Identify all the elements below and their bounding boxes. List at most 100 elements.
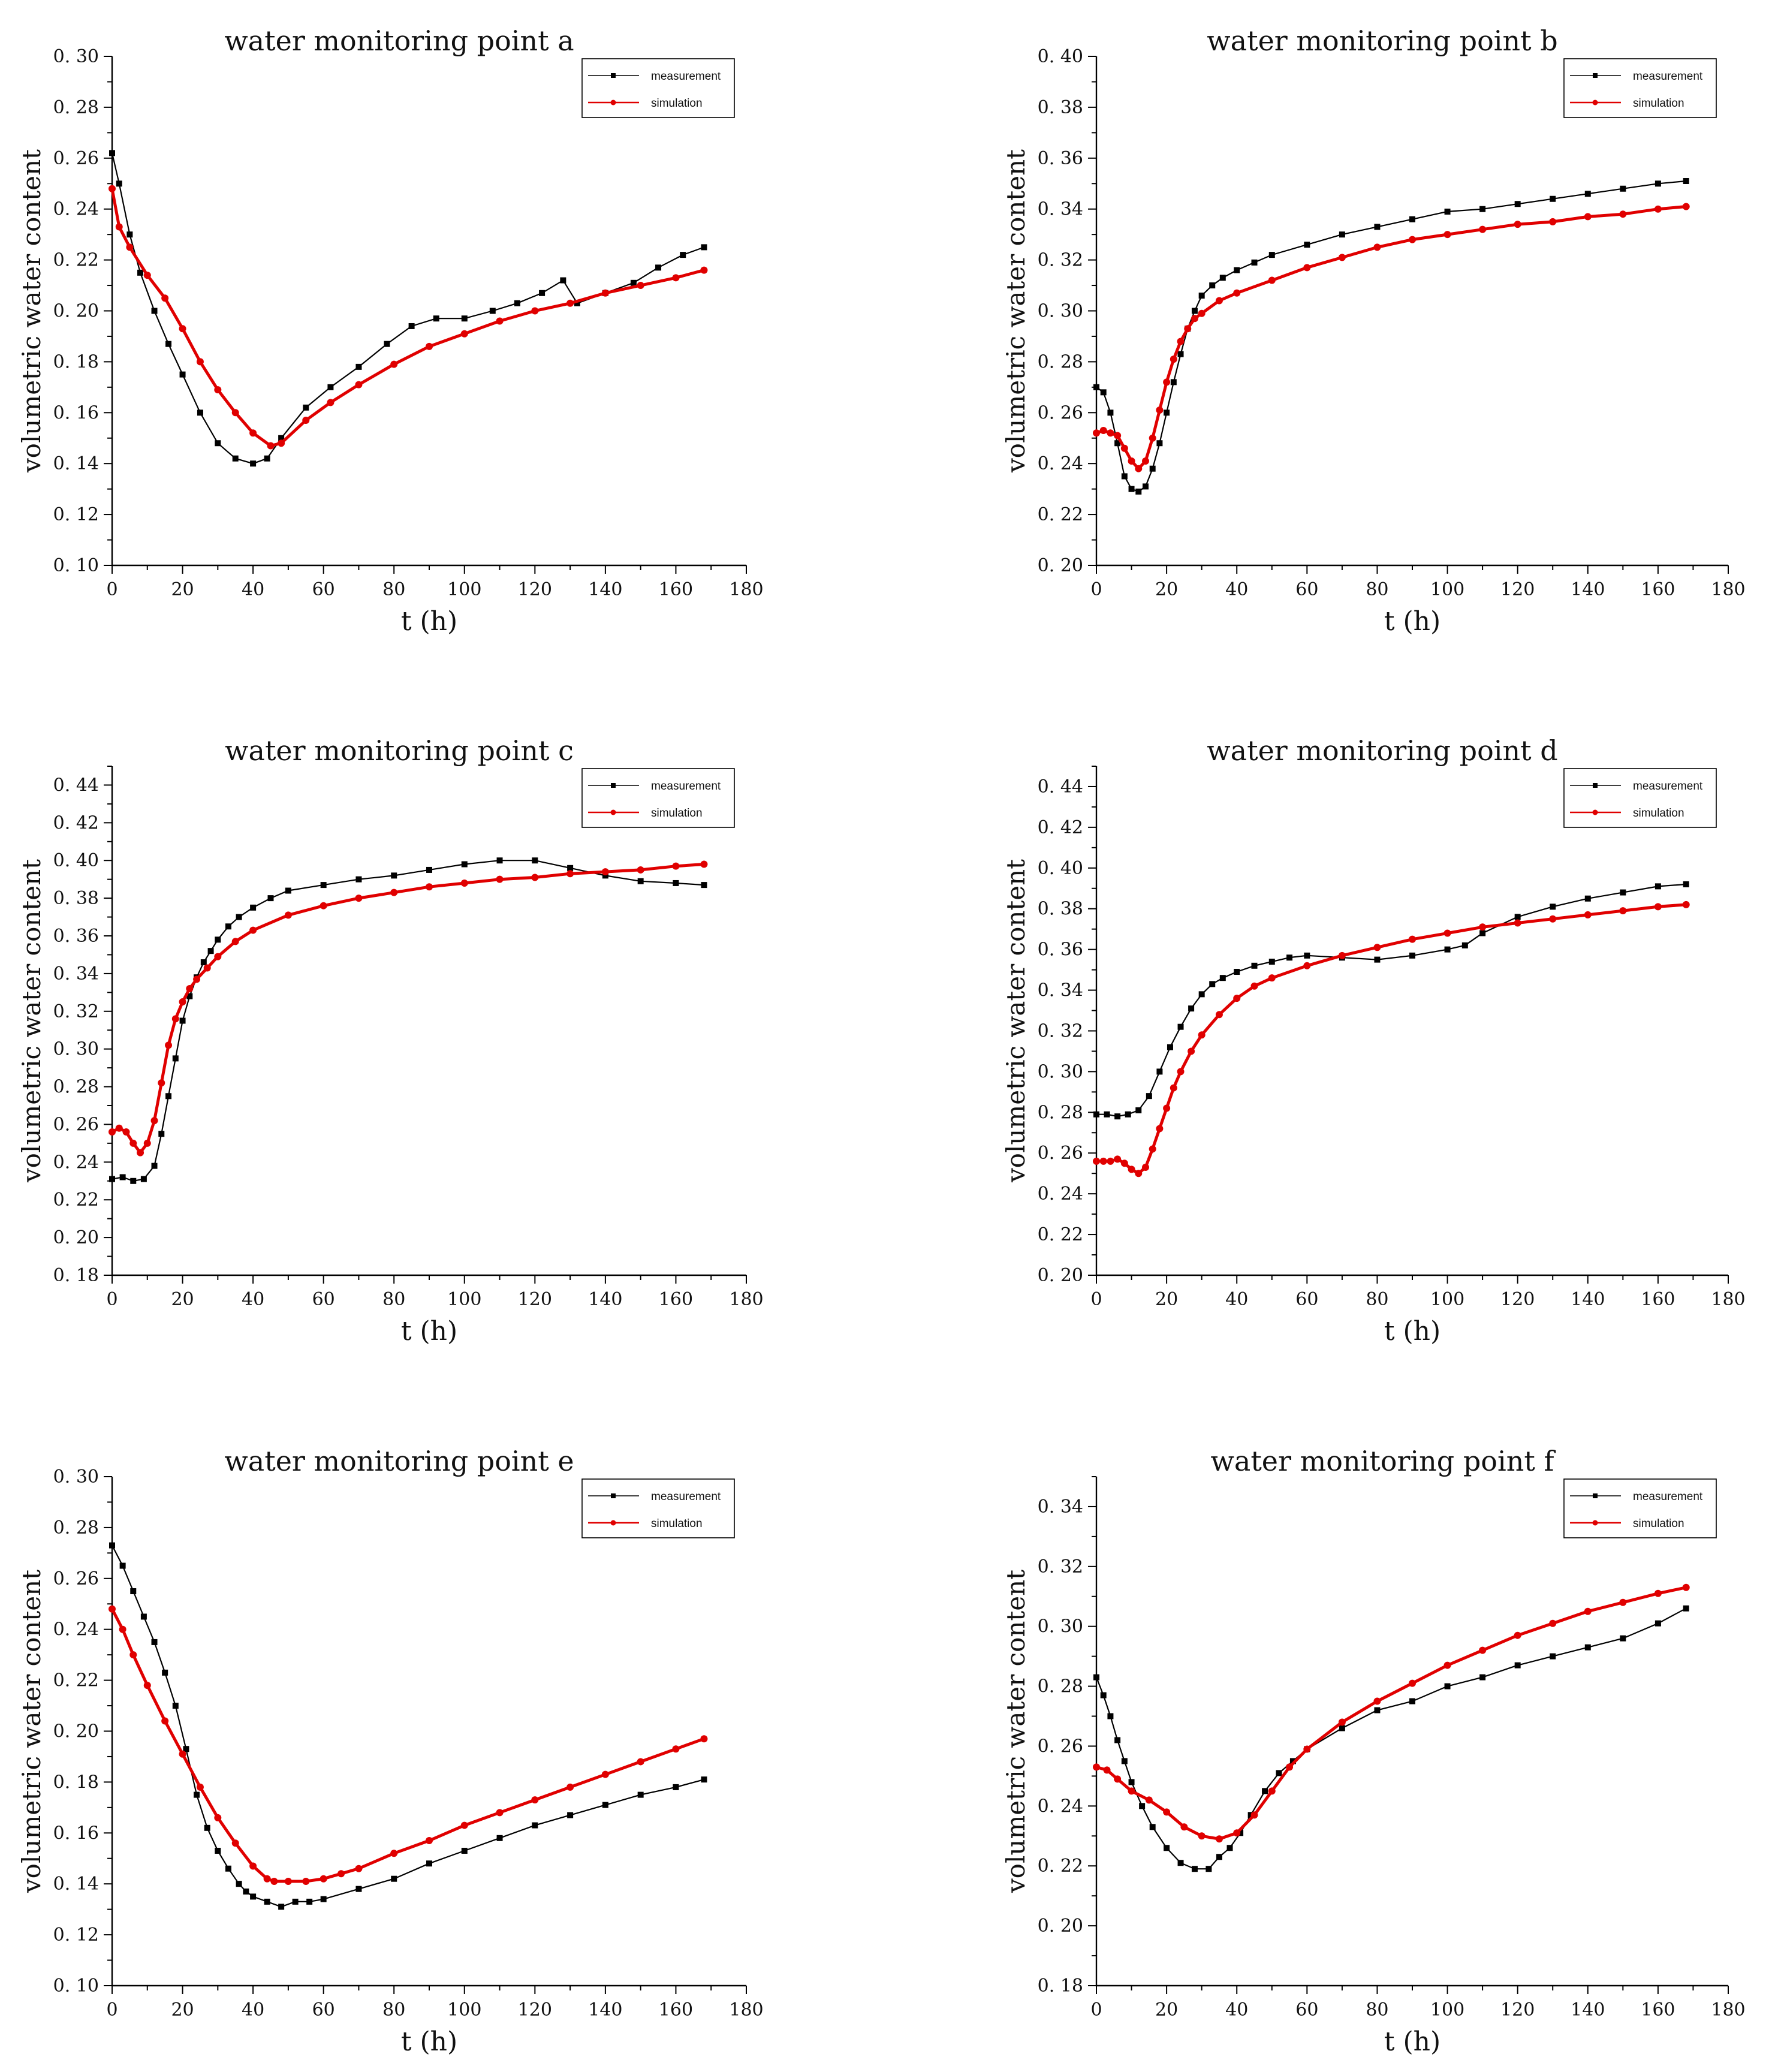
y-tick-label: 0. 30 (1038, 1061, 1083, 1082)
x-axis-label: t (h) (1384, 606, 1440, 637)
x-tick-label: 80 (382, 1999, 405, 2020)
measurement-point (1304, 952, 1310, 959)
chart-title: water monitoring point b (1207, 25, 1557, 57)
simulation-point (196, 358, 204, 366)
x-tick-label: 160 (659, 1289, 693, 1310)
measurement-point (514, 300, 520, 306)
y-tick-label: 0. 40 (53, 850, 99, 871)
simulation-point (1145, 1796, 1153, 1804)
x-axis-label: t (h) (1384, 1316, 1440, 1347)
measurement-point (701, 1776, 707, 1783)
x-tick-label: 60 (312, 579, 335, 600)
simulation-point (1135, 1170, 1143, 1177)
measurement-point (532, 857, 538, 864)
y-axis-label: volumetric water content (1001, 1570, 1030, 1893)
simulation-point (1233, 995, 1241, 1002)
y-tick-label: 0. 24 (1038, 1183, 1083, 1204)
y-tick-label: 0. 28 (1038, 351, 1083, 372)
measurement-point (489, 308, 496, 314)
simulation-point (355, 895, 363, 902)
simulation-point (390, 360, 398, 368)
x-tick-label: 0 (1090, 1289, 1102, 1310)
legend-marker (610, 100, 616, 106)
measurement-point (151, 1163, 158, 1169)
x-tick-label: 140 (588, 579, 622, 600)
simulation-point (1338, 1718, 1346, 1726)
simulation-point (161, 1717, 169, 1725)
simulation-point (1215, 1835, 1223, 1843)
simulation-point (637, 282, 644, 290)
measurement-point (137, 269, 144, 276)
simulation-point (1514, 1631, 1521, 1639)
simulation-point (165, 1041, 173, 1049)
x-tick-label: 40 (242, 1289, 264, 1310)
simulation-point (1149, 1145, 1156, 1153)
y-tick-label: 0. 26 (53, 148, 99, 169)
simulation-point (171, 1015, 179, 1023)
simulation-line (110, 188, 705, 448)
y-tick-label: 0. 20 (1038, 1916, 1083, 1937)
measurement-point (1620, 1635, 1626, 1642)
legend: measurement simulation (581, 768, 735, 828)
measurement-point (1461, 942, 1468, 948)
simulation-point (1120, 1160, 1128, 1167)
measurement-point (225, 1865, 231, 1872)
simulation-point (1303, 264, 1311, 272)
x-tick-label: 120 (518, 579, 552, 600)
simulation-point (179, 325, 186, 333)
measurement-point (130, 1588, 137, 1595)
measurement-point (215, 440, 221, 447)
measurement-point (1584, 1644, 1591, 1651)
simulation-point (390, 1850, 398, 1857)
y-axis-label: volumetric water content (17, 859, 46, 1183)
measurement-point (1655, 883, 1661, 890)
legend-marker (1592, 1520, 1598, 1526)
series-measurement (1093, 1605, 1689, 1872)
x-axis-label: t (h) (401, 606, 457, 637)
x-tick-label: 60 (1295, 1999, 1318, 2020)
x-tick-label: 60 (312, 1999, 335, 2020)
simulation-point (1268, 1787, 1276, 1795)
x-tick-label: 100 (1430, 1999, 1464, 2020)
simulation-point (320, 1875, 327, 1883)
x-tick-label: 120 (1500, 579, 1535, 600)
measurement-point (1514, 201, 1521, 207)
simulation-point (1479, 1646, 1487, 1654)
x-tick-label: 100 (447, 579, 481, 600)
simulation-point (1149, 434, 1156, 442)
simulation-point (327, 399, 334, 406)
legend-label: simulation (651, 97, 703, 110)
measurement-point (1683, 178, 1689, 185)
x-tick-label: 0 (106, 1289, 117, 1310)
y-tick-label: 0. 34 (53, 963, 99, 984)
measurement-point (179, 1017, 186, 1024)
simulation-point (1443, 231, 1451, 239)
measurement-point (1683, 1605, 1689, 1612)
y-tick-label: 0. 16 (53, 402, 99, 423)
measurement-point (567, 1812, 574, 1818)
measurement-point (232, 455, 239, 462)
x-tick-label: 180 (1711, 1999, 1745, 2020)
x-tick-label: 100 (447, 1999, 481, 2020)
measurement-point (1128, 1779, 1135, 1785)
simulation-point (320, 902, 327, 909)
simulation-point (214, 386, 222, 394)
legend: measurement simulation (1563, 768, 1717, 828)
simulation-point (109, 1605, 116, 1613)
simulation-point (129, 1139, 137, 1147)
measurement-point (1289, 1758, 1296, 1764)
axes-frame (1095, 766, 1728, 1276)
x-tick-label: 100 (447, 1289, 481, 1310)
x-tick-label: 0 (1090, 579, 1102, 600)
y-tick-label: 0. 22 (53, 1189, 99, 1210)
simulation-point (1233, 1829, 1241, 1837)
simulation-point (143, 272, 151, 279)
measurement-point (1188, 1005, 1195, 1012)
measurement-point (496, 1835, 503, 1841)
x-tick-label: 160 (659, 1999, 693, 2020)
legend-label: measurement (1633, 70, 1703, 83)
y-axis-label: volumetric water content (17, 1570, 46, 1893)
simulation-point (1128, 1166, 1135, 1173)
measurement-point (179, 371, 186, 378)
legend-marker (1592, 100, 1598, 106)
